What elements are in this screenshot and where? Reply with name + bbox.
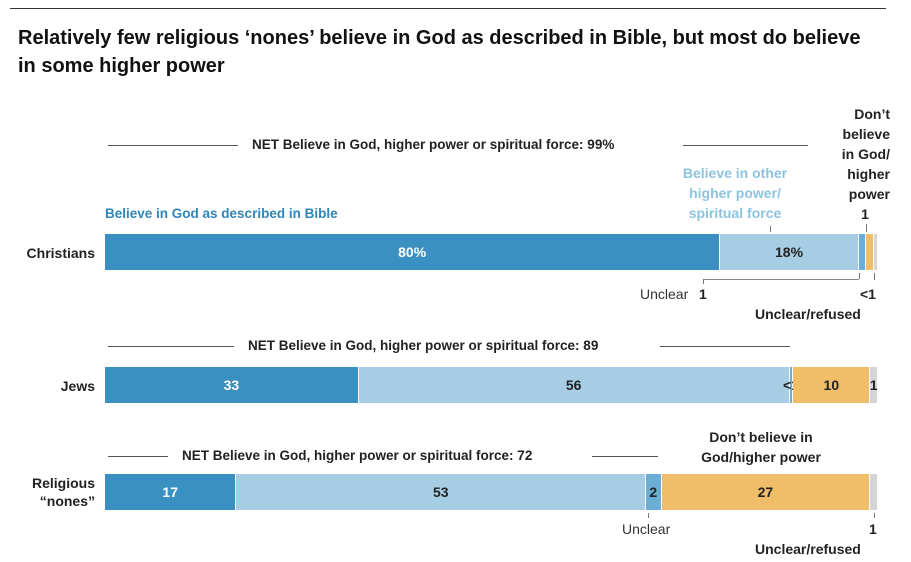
bracket <box>703 279 859 280</box>
bar-segment-unclear: 2 <box>646 474 662 510</box>
tick <box>859 273 860 279</box>
data-label: 56 <box>565 377 582 393</box>
data-label: 53 <box>432 484 449 500</box>
chart-title: Relatively few religious ‘nones’ believe… <box>18 27 861 77</box>
data-label: 17 <box>162 484 178 500</box>
net-line <box>660 346 790 347</box>
row-label: Jews <box>60 378 95 394</box>
tick <box>866 224 867 232</box>
bar-segment-bible: 17 <box>105 474 237 510</box>
bar-jews: 33 56 <1 10 1 <box>105 367 878 403</box>
legend-dont: Don’t believe in God/higher power <box>701 429 821 465</box>
refused-label: Unclear/refused <box>755 306 861 322</box>
bar-nones: 17 53 2 27 <box>105 474 878 510</box>
refused-label: Unclear/refused <box>755 541 861 557</box>
net-line <box>108 346 234 347</box>
net-label-jews: NET Believe in God, higher power or spir… <box>248 338 599 353</box>
bar-segment-refused <box>874 234 878 270</box>
row-label: Religious “nones” <box>31 475 95 509</box>
value-label: 1 <box>699 286 707 302</box>
bar-segment-bible: 80% <box>105 234 721 270</box>
bar-segment-other: 56 <box>358 367 790 403</box>
data-label: 18% <box>775 244 804 260</box>
net-label-nones: NET Believe in God, higher power or spir… <box>182 448 533 463</box>
bar-segment-refused <box>870 474 878 510</box>
row-label: Christians <box>26 245 95 261</box>
net-line <box>108 456 168 457</box>
legend-dont: Don’t believe in God/ higher power <box>841 106 890 202</box>
data-label: 10 <box>823 377 840 393</box>
bar-christians: 80% 18% <box>105 234 878 270</box>
legend-other: Believe in other higher power/ spiritual… <box>682 165 788 221</box>
bar-segment-unclear <box>858 234 867 270</box>
bar-segment-dont-believe: 27 <box>661 474 871 510</box>
legend-bible: Believe in God as described in Bible <box>105 206 338 221</box>
data-label: 1 <box>869 377 878 393</box>
net-line <box>108 145 238 146</box>
tick <box>770 226 771 232</box>
bar-segment-dont-believe: 10 <box>793 367 871 403</box>
top-rule <box>10 8 886 9</box>
tick <box>874 273 875 280</box>
bar-segment-bible: 33 <box>105 367 359 403</box>
net-label-christians: NET Believe in God, higher power or spir… <box>252 137 615 152</box>
data-label: 33 <box>223 377 240 393</box>
unclear-label: Unclear <box>622 521 671 537</box>
bar-segment-other: 53 <box>236 474 647 510</box>
net-line <box>592 456 658 457</box>
bar-segment-other: 18% <box>720 234 859 270</box>
value-label: 1 <box>861 206 869 222</box>
data-label: 27 <box>757 484 774 500</box>
value-label: <1 <box>860 286 876 302</box>
tick <box>648 513 649 518</box>
unclear-label: Unclear <box>640 286 689 302</box>
net-line <box>683 145 808 146</box>
data-label: 80% <box>398 244 427 260</box>
data-label: 2 <box>649 484 658 500</box>
tick <box>874 513 875 518</box>
value-label: 1 <box>869 521 877 537</box>
bar-segment-dont-believe <box>866 234 875 270</box>
tick <box>703 279 704 284</box>
bar-segment-refused: 1 <box>870 367 878 403</box>
